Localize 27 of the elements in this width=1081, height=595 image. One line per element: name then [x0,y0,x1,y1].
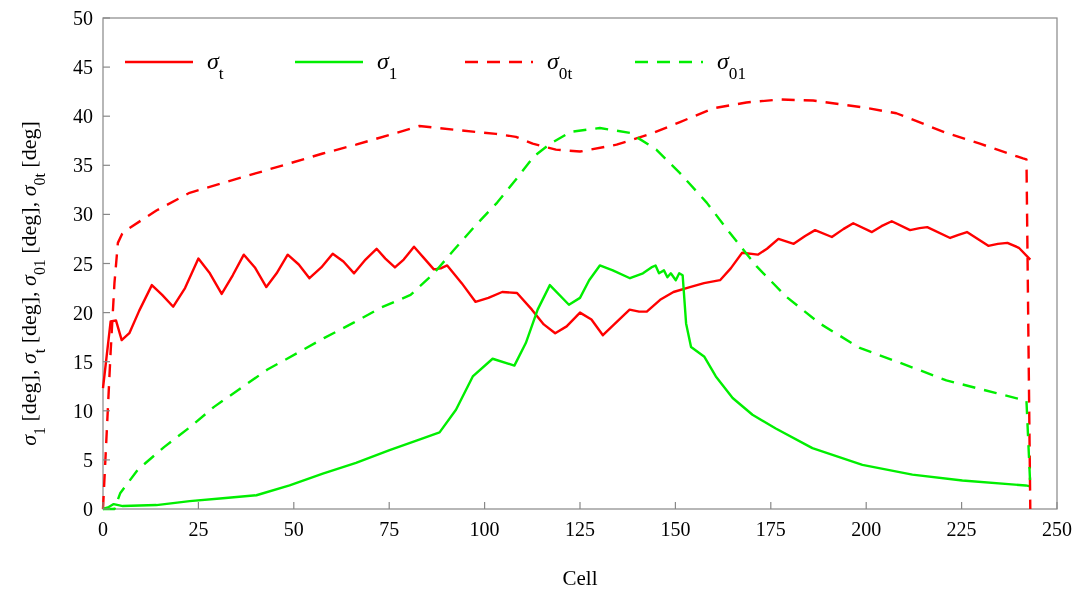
y-tick-label: 10 [73,399,93,422]
y-tick-label: 40 [73,105,93,128]
x-tick-label: 100 [469,518,500,540]
x-tick-label: 225 [946,518,977,540]
x-tick-label: 50 [283,518,304,540]
x-tick-label: 150 [660,518,691,540]
y-tick-label: 25 [73,252,93,275]
x-tick-label: 250 [1042,518,1072,540]
y-tick-label: 15 [73,350,93,373]
y-tick-label: 20 [73,301,93,324]
x-tick-label: 75 [379,518,400,540]
legend-label: σ$_{0t}$ [547,48,573,83]
x-tick-label: 125 [565,518,595,540]
x-tick-label: 0 [98,518,108,540]
legend-label: σ$_{t}$ [207,48,224,83]
x-axis-title: Cell [562,566,598,590]
x-tick-label: 25 [188,518,209,540]
y-tick-label: 50 [73,7,93,29]
y-tick-label: 30 [73,203,93,226]
x-tick-label: 200 [851,518,882,540]
y-tick-label: 35 [73,154,93,177]
x-tick-label: 175 [755,518,786,540]
legend-label: σ$_{1}$ [377,48,398,83]
y-tick-label: 5 [83,448,93,471]
y-tick-label: 45 [73,56,93,79]
legend-label: σ$_{01}$ [717,48,747,83]
y-tick-label: 0 [83,498,93,520]
